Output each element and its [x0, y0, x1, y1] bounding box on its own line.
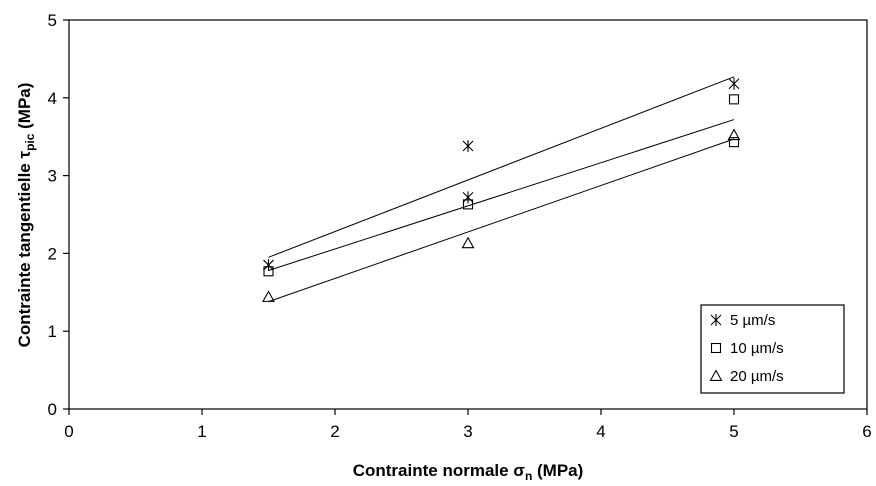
- data-point-triangle: [727, 128, 741, 141]
- x-axis-ticks: 0 1 2 3 4 5 6: [64, 409, 872, 441]
- data-point-star: [728, 77, 740, 90]
- data-point-square: [462, 199, 474, 210]
- x-tick-label: 1: [197, 422, 206, 441]
- legend-marker-square: [710, 342, 722, 354]
- fit-lines: [268, 76, 735, 303]
- legend-box: [700, 304, 845, 394]
- x-tick-label: 5: [729, 422, 738, 441]
- y-tick-label: 2: [48, 244, 57, 263]
- y-axis-ticks: 0 1 2 3 4 5: [48, 11, 69, 419]
- y-tick-label: 0: [48, 400, 57, 419]
- x-axis-title: Contrainte normale σn (MPa): [353, 461, 584, 483]
- legend-label: 5 µm/s: [730, 312, 775, 329]
- legend-label: 10 µm/s: [730, 340, 784, 357]
- x-tick-label: 4: [596, 422, 605, 441]
- data-point-star: [462, 191, 474, 204]
- legend-marker-star: [710, 314, 722, 326]
- data-point-star: [462, 140, 474, 153]
- fit-line-star: [268, 76, 735, 258]
- data-points: [262, 77, 741, 302]
- y-axis-title: Contrainte tangentielle τpic (MPa): [15, 83, 37, 348]
- x-tick-label: 3: [463, 422, 472, 441]
- data-point-triangle: [262, 290, 275, 302]
- x-tick-label: 0: [64, 422, 73, 441]
- x-tick-label: 6: [862, 422, 871, 441]
- x-tick-label: 2: [330, 422, 339, 441]
- y-tick-label: 4: [48, 89, 57, 108]
- fit-line-square: [268, 119, 735, 271]
- y-tick-label: 1: [48, 322, 57, 341]
- data-point-square: [728, 94, 740, 105]
- legend-marker-triangle: [709, 369, 723, 381]
- legend: 5 µm/s 10 µm/s 20 µm/s: [700, 304, 845, 394]
- data-point-square: [263, 266, 274, 277]
- fit-line-triangle: [268, 138, 735, 303]
- data-point-triangle: [461, 236, 475, 249]
- data-point-star: [263, 259, 274, 272]
- legend-label: 20 µm/s: [730, 368, 784, 385]
- y-tick-label: 3: [48, 167, 57, 186]
- y-tick-label: 5: [48, 11, 57, 30]
- data-point-square: [728, 137, 740, 148]
